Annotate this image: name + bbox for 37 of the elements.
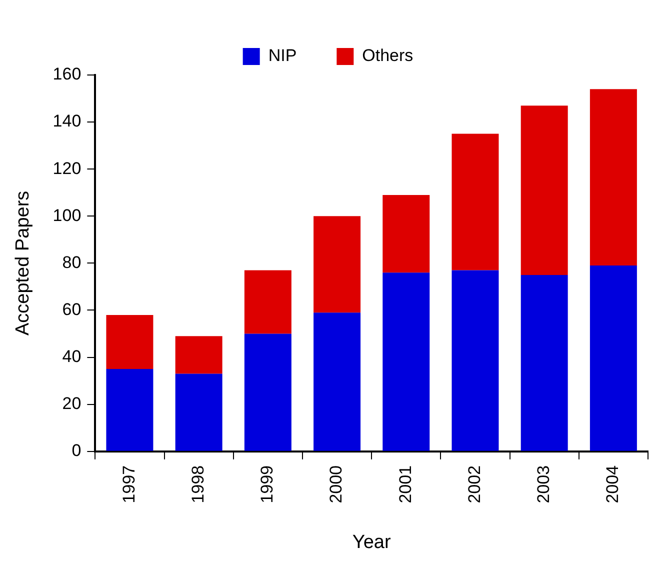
legend-label: NIP	[268, 46, 297, 66]
bar	[382, 194, 430, 273]
y-tick-label: 120	[52, 158, 82, 178]
y-tick-label: 80	[62, 252, 82, 272]
x-tick-label: 1999	[258, 465, 277, 504]
y-tick-label: 20	[62, 394, 82, 414]
bar	[590, 266, 637, 451]
bar	[175, 336, 222, 374]
y-tick-label: 140	[52, 112, 82, 131]
y-tick-label: 100	[52, 206, 82, 225]
y-tick-label: 0	[72, 441, 82, 460]
bar	[590, 89, 637, 266]
y-tick-label: 60	[62, 300, 82, 319]
bar	[452, 270, 499, 451]
x-tick-label: 2004	[603, 465, 622, 504]
x-tick-label: 2001	[396, 465, 415, 504]
x-tick-label: 1997	[119, 465, 138, 504]
x-axis-title: Year	[352, 532, 392, 553]
bar	[244, 270, 292, 334]
bar	[520, 106, 568, 275]
x-tick-label: 2003	[534, 465, 554, 504]
bar	[244, 334, 292, 451]
bar	[175, 374, 222, 451]
bar	[106, 314, 154, 370]
x-tick-label: 2002	[464, 465, 484, 504]
legend-label: Others	[362, 46, 414, 66]
y-tick-label: 160	[52, 64, 82, 84]
y-axis-title: Accepted Papers	[12, 190, 34, 336]
bar	[452, 134, 499, 270]
bar	[314, 312, 361, 451]
bar	[520, 274, 568, 451]
bar	[314, 216, 361, 313]
bar	[106, 369, 154, 451]
x-tick-label: 2000	[326, 465, 346, 504]
y-tick-label: 40	[62, 346, 82, 366]
bar	[382, 272, 430, 451]
x-tick-label: 1998	[188, 465, 208, 504]
